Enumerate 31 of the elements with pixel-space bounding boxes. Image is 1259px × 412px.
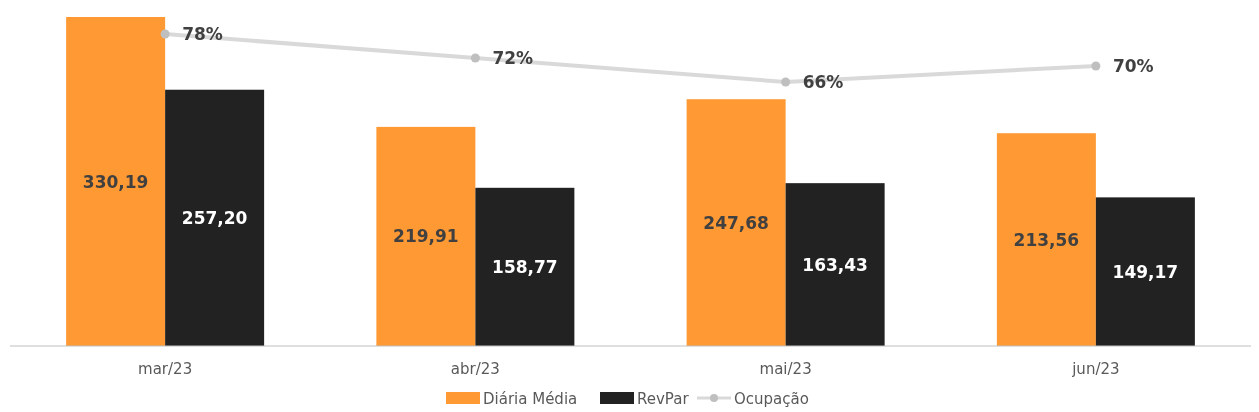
x-tick-label: mar/23 — [138, 360, 193, 378]
data-label: 330,19 — [82, 171, 149, 192]
bar — [1095, 197, 1195, 346]
data-label: 158,77 — [492, 256, 558, 277]
bar — [996, 133, 1096, 346]
data-label: 149,17 — [1112, 261, 1179, 282]
point — [160, 29, 170, 39]
x-tick-label: mai/23 — [759, 360, 812, 378]
bar — [785, 183, 885, 346]
data-label: 257,20 — [181, 207, 248, 228]
bar — [475, 187, 575, 346]
x-tick-label: jun/23 — [1071, 360, 1120, 378]
bar — [165, 89, 265, 346]
bar — [686, 99, 786, 346]
bar — [376, 126, 476, 346]
point — [781, 77, 791, 87]
data-label: 72% — [492, 48, 534, 68]
point — [470, 53, 480, 63]
bar — [66, 17, 166, 346]
data-label: 70% — [1112, 56, 1154, 76]
data-label: 247,68 — [703, 212, 769, 233]
x-tick-label: abr/23 — [450, 360, 500, 378]
data-label: 78% — [182, 24, 223, 44]
data-label: 213,56 — [1013, 229, 1080, 250]
data-label: 219,91 — [393, 226, 459, 247]
data-label: 163,43 — [802, 254, 868, 275]
legend-label: RevPar — [637, 390, 690, 408]
legend-label: Diária Média — [483, 390, 578, 408]
legend-label: Ocupação — [734, 390, 809, 408]
point — [1091, 61, 1101, 71]
data-label: 66% — [802, 72, 844, 92]
